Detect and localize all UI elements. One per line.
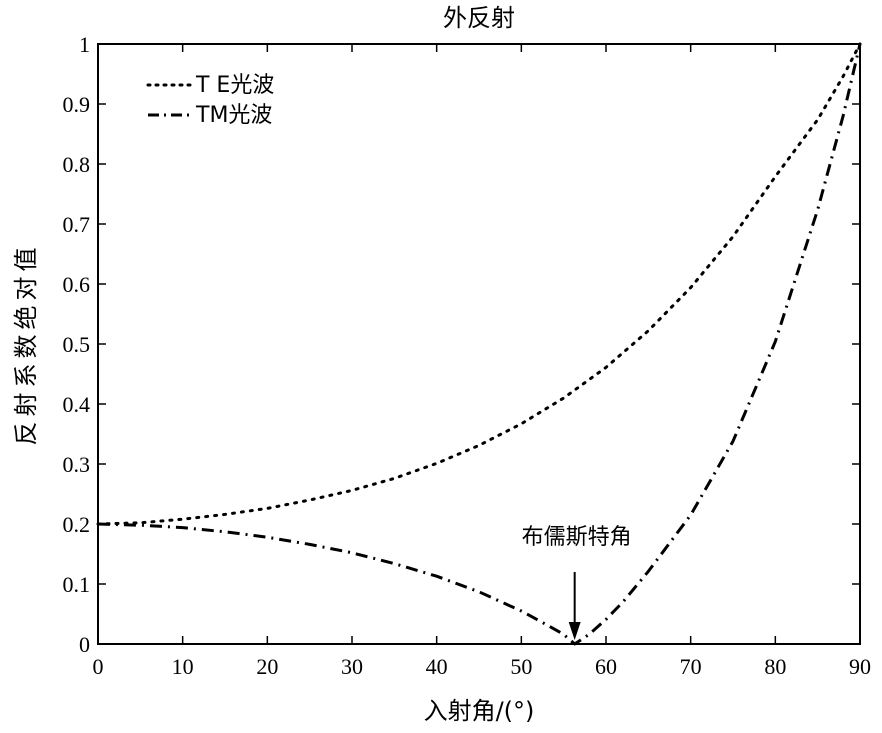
chart-title: 外反射 — [443, 4, 515, 32]
x-tick-label: 0 — [93, 654, 104, 679]
axis-ticks: 0 10 20 30 40 50 60 70 80 90 0 0.1 0.2 0.3 0.4 0.5 0.6 0.… — [63, 32, 872, 679]
y-tick-label: 0.1 — [63, 572, 91, 597]
x-tick-label: 70 — [680, 654, 702, 679]
x-axis-title: 入射角/(°) — [424, 697, 535, 725]
x-tick-label: 40 — [426, 654, 448, 679]
plot-frame — [97, 43, 861, 645]
legend-label-te: T E光波 — [195, 73, 274, 98]
series-tm-line — [97, 43, 862, 646]
x-tick-label: 50 — [510, 654, 532, 679]
y-tick-label: 0.9 — [63, 92, 91, 117]
y-tick-label: 0.5 — [63, 332, 91, 357]
brewster-arrow-head — [568, 622, 581, 640]
legend: T E光波 TM光波 — [146, 73, 274, 128]
y-tick-label: 0.6 — [63, 272, 91, 297]
y-tick-label: 0.8 — [63, 152, 91, 177]
y-tick-label: 0.4 — [63, 392, 91, 417]
x-tick-label: 80 — [764, 654, 786, 679]
series-te-line — [96, 42, 862, 526]
x-tick-label: 60 — [595, 654, 617, 679]
brewster-angle-label: 布儒斯特角 — [522, 525, 632, 550]
y-tick-label: 0.7 — [63, 212, 91, 237]
x-tick-label: 20 — [256, 654, 278, 679]
x-tick-label: 10 — [172, 654, 194, 679]
legend-label-tm: TM光波 — [195, 103, 272, 128]
x-tick-label: 30 — [341, 654, 363, 679]
x-tick-label: 90 — [849, 654, 871, 679]
y-tick-label: 1 — [79, 32, 90, 57]
y-axis-title: 反射系数绝对值 — [12, 243, 40, 446]
brewster-annotation: 布儒斯特角 — [522, 525, 632, 640]
y-tick-label: 0.2 — [63, 512, 91, 537]
series-layer — [96, 42, 862, 646]
y-tick-label: 0 — [79, 632, 90, 657]
y-tick-label: 0.3 — [63, 452, 91, 477]
